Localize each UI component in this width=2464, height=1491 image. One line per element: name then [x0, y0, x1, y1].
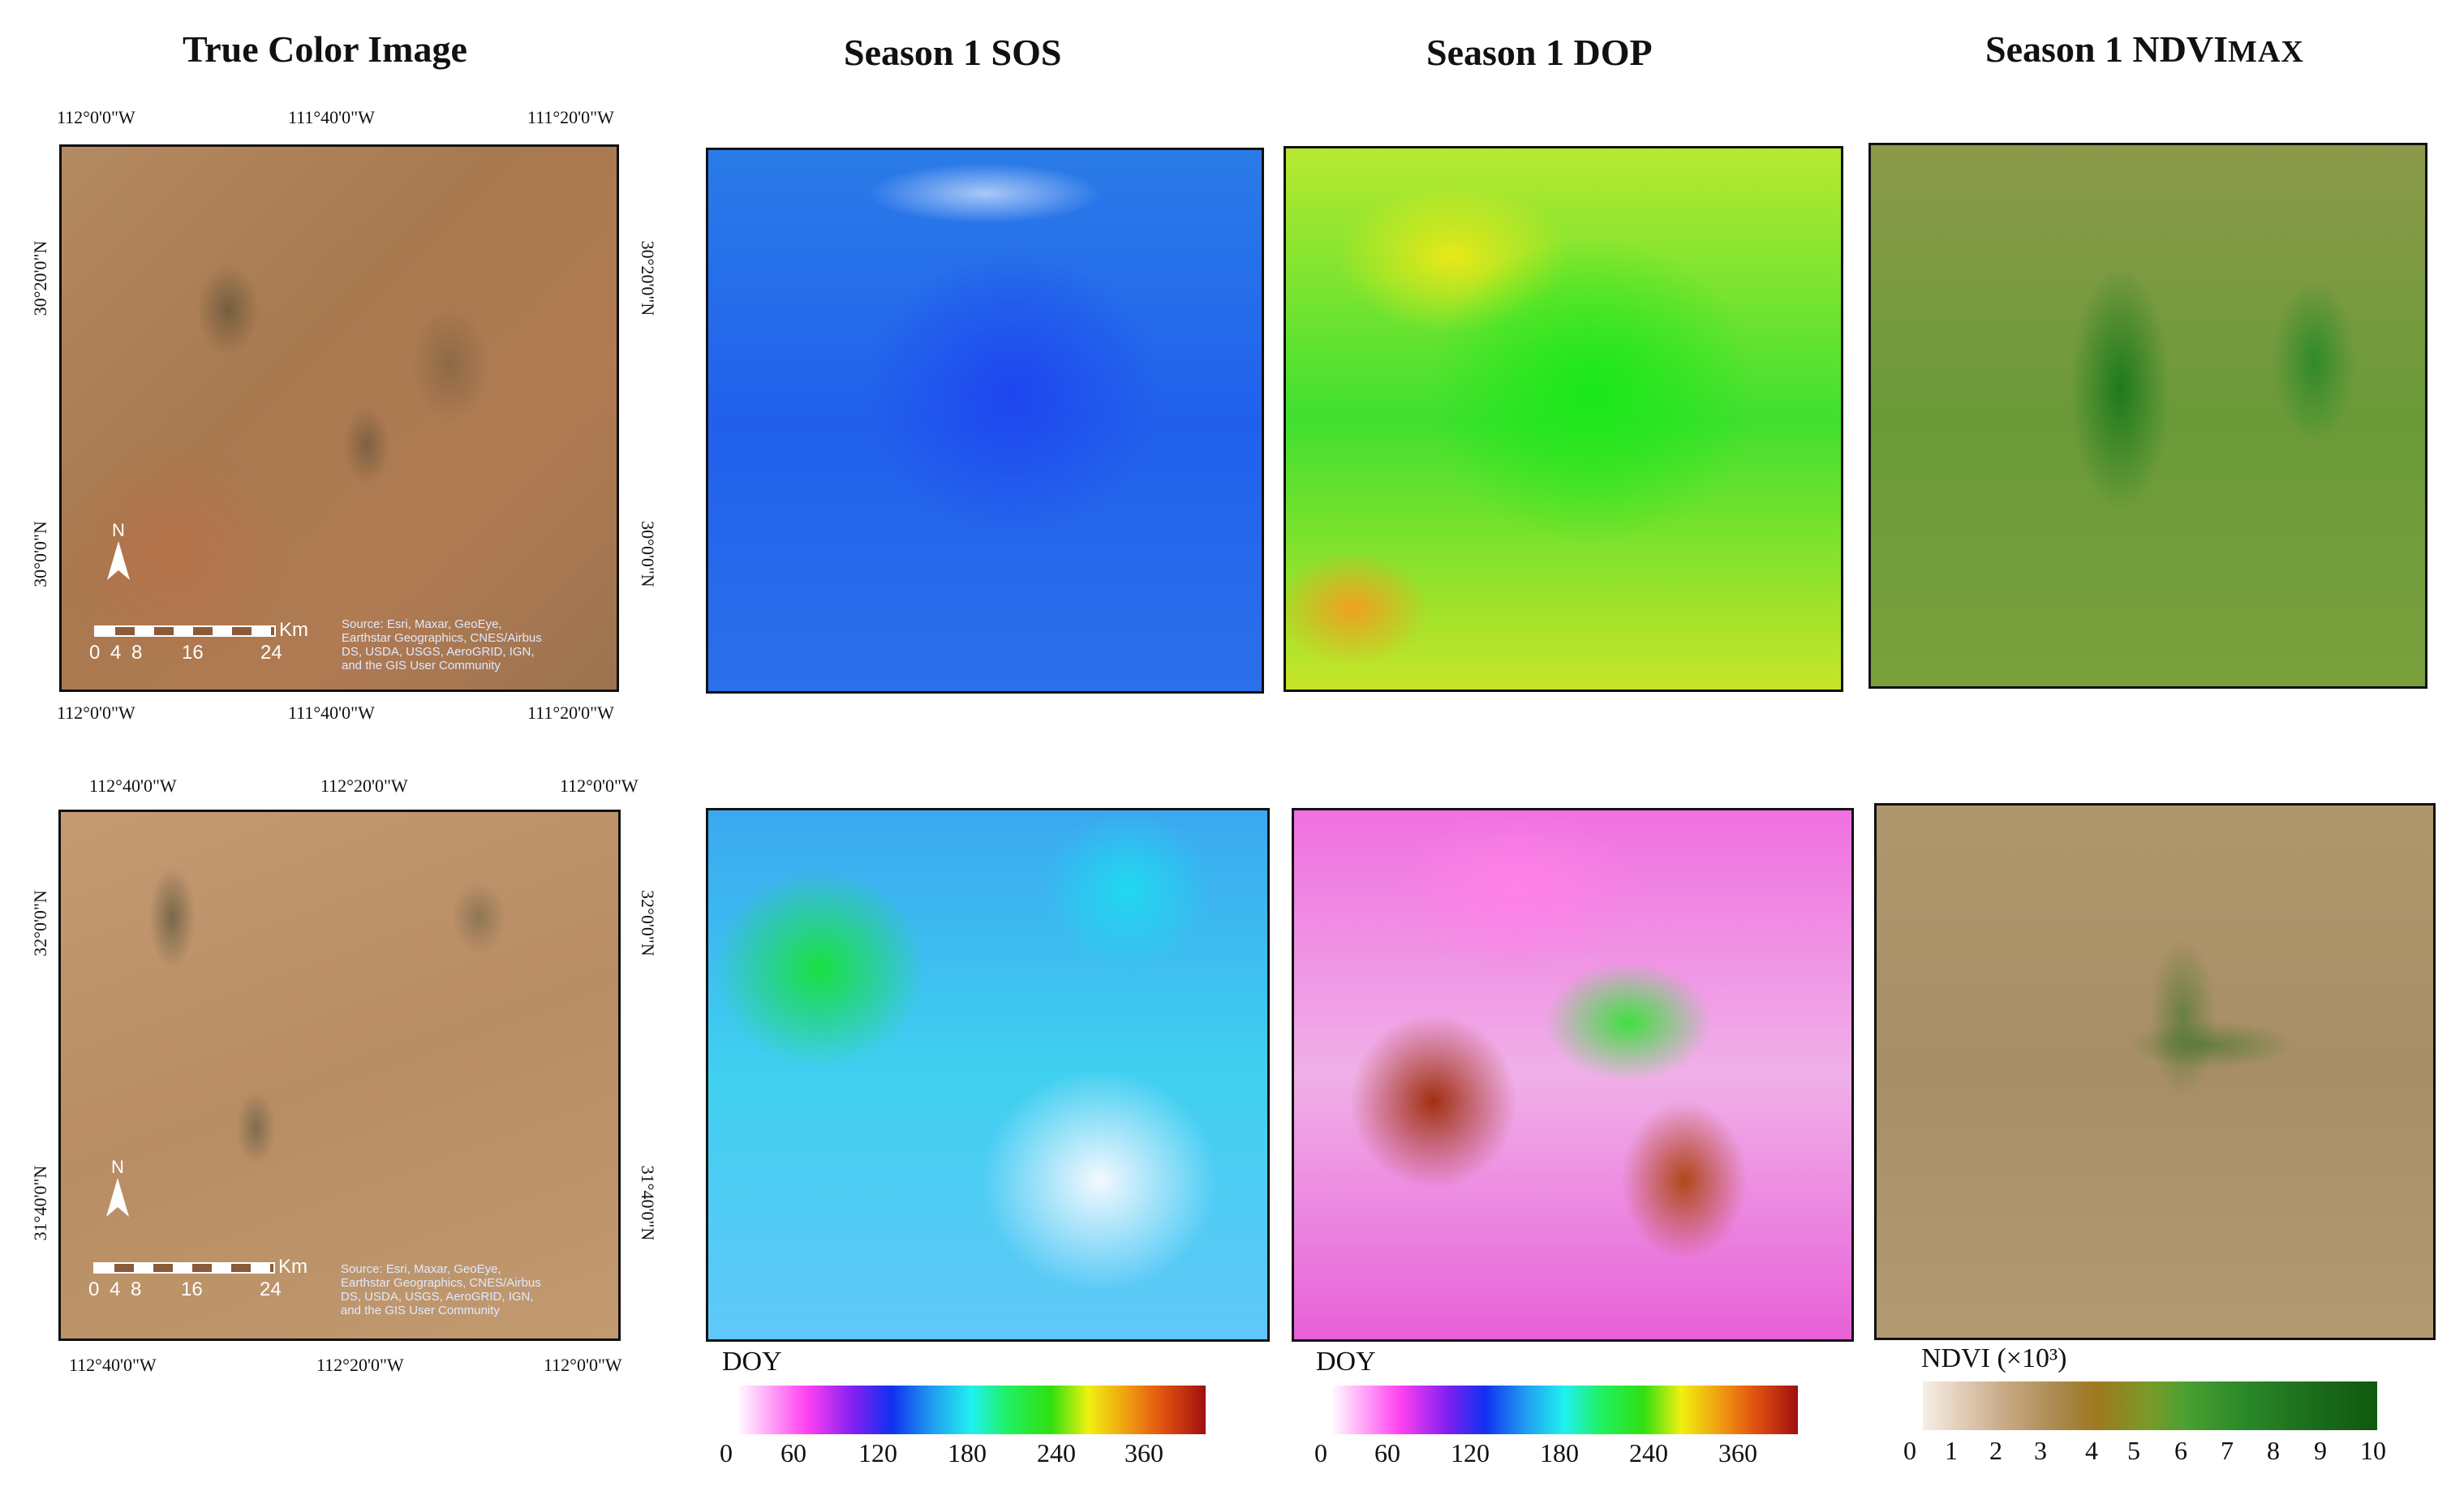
row2-right-lat-1: 32°0'0"N: [638, 890, 658, 956]
legend-ndvi-tick-8: 8: [2267, 1436, 2280, 1465]
row2-left-lat-2: 31°40'0"N: [30, 1165, 50, 1241]
legend-ndvi-tick-0: 0: [1903, 1436, 1916, 1465]
row1-left-lat-1: 30°20'0"N: [30, 240, 50, 316]
row2-bottom-lon-3: 112°0'0"W: [544, 1355, 622, 1375]
source-line: and the GIS User Community: [342, 659, 501, 672]
title-ndvi-subscript: MAX: [2228, 35, 2304, 69]
true-color-map-2: N Km 0 4 8 16 24 Source: Esri, Maxar, Ge…: [58, 810, 621, 1341]
legend-dop-colorbar: [1331, 1386, 1798, 1434]
row2-top-lon-1: 112°40'0"W: [89, 776, 177, 796]
scale-unit-1: Km: [279, 619, 308, 641]
row1-bottom-lon-2: 111°40'0"W: [288, 703, 375, 723]
source-credit-2: Source: Esri, Maxar, GeoEye, Earthstar G…: [341, 1262, 541, 1317]
scale-tick-1-16: 16: [182, 642, 204, 664]
row1-right-lat-1: 30°20'0"N: [638, 240, 658, 316]
legend-dop-tick-360: 360: [1718, 1438, 1757, 1467]
source-line: Source: Esri, Maxar, GeoEye,: [342, 617, 502, 631]
north-arrow-2: N: [97, 1157, 138, 1223]
title-ndvi-max: Season 1 NDVIMAX: [1985, 28, 2304, 71]
source-line: and the GIS User Community: [341, 1304, 500, 1317]
legend-ndvi-title: NDVI (×10³): [1921, 1343, 2067, 1373]
source-line: DS, USDA, USGS, AeroGRID, IGN,: [342, 645, 535, 659]
source-line: DS, USDA, USGS, AeroGRID, IGN,: [341, 1290, 534, 1304]
legend-sos-tick-0: 0: [720, 1438, 733, 1467]
legend-sos-title: DOY: [722, 1347, 782, 1377]
north-arrow-icon: [106, 1178, 129, 1217]
legend-ndvi-tick-1: 1: [1945, 1436, 1958, 1465]
north-arrow-icon: [107, 541, 130, 580]
title-true-color: True Color Image: [183, 28, 467, 70]
north-arrow-1: N: [98, 520, 139, 587]
source-line: Earthstar Geographics, CNES/Airbus: [341, 1276, 541, 1290]
source-line: Source: Esri, Maxar, GeoEye,: [341, 1262, 501, 1276]
legend-ndvi-tick-2: 2: [1989, 1436, 2002, 1465]
legend-ndvi-tick-3: 3: [2034, 1436, 2047, 1465]
legend-sos-colorbar: [737, 1386, 1206, 1434]
sos-map-1: [706, 148, 1264, 694]
true-color-map-1: N Km 0 4 8 16 24 Source: Esri, Maxar, Ge…: [59, 144, 619, 692]
north-label-1: N: [112, 520, 125, 540]
legend-ndvi-tick-9: 9: [2314, 1436, 2327, 1465]
legend-ndvi-tick-10: 10: [2360, 1436, 2386, 1465]
legend-ndvi-tick-6: 6: [2174, 1436, 2187, 1465]
title-ndvi-main: Season 1 NDVI: [1985, 28, 2229, 70]
legend-sos-tick-120: 120: [858, 1438, 897, 1467]
scale-tick-1-8: 8: [131, 642, 143, 664]
scale-tick-2-24: 24: [260, 1278, 282, 1300]
scale-tick-2-8: 8: [131, 1278, 142, 1300]
row1-top-lon-3: 111°20'0"W: [527, 107, 614, 127]
scale-bar-1: [94, 625, 276, 637]
scale-bar-2: [93, 1262, 275, 1274]
title-sos: Season 1 SOS: [844, 32, 1062, 73]
sos-map-2: [706, 808, 1270, 1342]
legend-ndvi-tick-7: 7: [2221, 1436, 2234, 1465]
legend-sos-tick-60: 60: [780, 1438, 806, 1467]
scale-tick-1-4: 4: [110, 642, 122, 664]
dop-map-2: [1292, 808, 1854, 1342]
row2-top-lon-2: 112°20'0"W: [320, 776, 408, 796]
title-dop: Season 1 DOP: [1426, 32, 1653, 73]
row2-bottom-lon-2: 112°20'0"W: [316, 1355, 404, 1375]
row1-right-lat-2: 30°0'0"N: [638, 521, 658, 587]
legend-sos-tick-240: 240: [1037, 1438, 1076, 1467]
legend-dop-title: DOY: [1316, 1347, 1376, 1377]
row1-top-lon-2: 111°40'0"W: [288, 107, 375, 127]
row1-bottom-lon-1: 112°0'0"W: [57, 703, 135, 723]
ndvi-map-2: [1874, 803, 2436, 1340]
scale-tick-2-0: 0: [88, 1278, 100, 1300]
legend-sos-tick-180: 180: [948, 1438, 987, 1467]
row2-top-lon-3: 112°0'0"W: [560, 776, 639, 796]
legend-ndvi-tick-5: 5: [2127, 1436, 2140, 1465]
legend-ndvi-colorbar: [1923, 1381, 2377, 1430]
legend-dop-tick-240: 240: [1629, 1438, 1668, 1467]
row2-bottom-lon-1: 112°40'0"W: [69, 1355, 157, 1375]
source-line: Earthstar Geographics, CNES/Airbus: [342, 631, 542, 645]
legend-ndvi-tick-4: 4: [2085, 1436, 2098, 1465]
legend-dop-tick-0: 0: [1314, 1438, 1327, 1467]
north-label-2: N: [111, 1157, 124, 1177]
scale-unit-2: Km: [278, 1256, 307, 1278]
scale-tick-1-0: 0: [89, 642, 101, 664]
scale-tick-1-24: 24: [260, 642, 282, 664]
scale-tick-2-16: 16: [181, 1278, 203, 1300]
legend-dop-tick-60: 60: [1374, 1438, 1400, 1467]
row2-right-lat-2: 31°40'0"N: [638, 1165, 658, 1241]
row1-top-lon-1: 112°0'0"W: [57, 107, 135, 127]
dop-map-1: [1284, 146, 1843, 692]
source-credit-1: Source: Esri, Maxar, GeoEye, Earthstar G…: [342, 617, 542, 672]
legend-sos-tick-360: 360: [1124, 1438, 1163, 1467]
row2-left-lat-1: 32°0'0"N: [30, 890, 50, 956]
row1-left-lat-2: 30°0'0"N: [30, 521, 50, 587]
scale-tick-2-4: 4: [110, 1278, 121, 1300]
ndvi-map-1: [1868, 143, 2427, 689]
legend-dop-tick-180: 180: [1540, 1438, 1579, 1467]
legend-dop-tick-120: 120: [1451, 1438, 1490, 1467]
row1-bottom-lon-3: 111°20'0"W: [527, 703, 614, 723]
